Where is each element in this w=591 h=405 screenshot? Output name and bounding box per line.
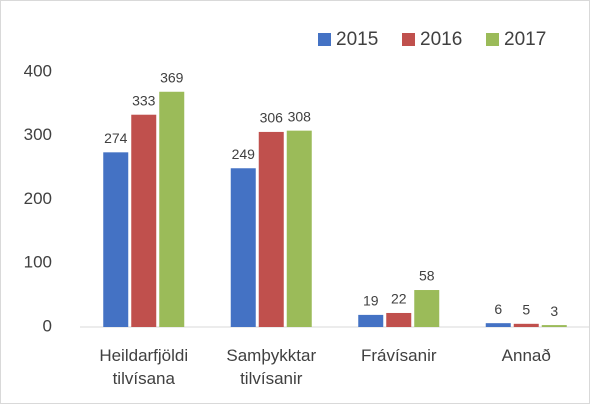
value-label: 306: [260, 110, 284, 126]
bar: [513, 323, 539, 327]
x-tick-label-line: Annað: [502, 346, 551, 365]
bar: [286, 130, 312, 327]
value-label: 369: [160, 69, 184, 85]
bar: [103, 152, 129, 327]
legend-label: 2016: [420, 29, 462, 50]
x-tick-label-line: tilvísana: [113, 369, 176, 388]
x-tick-label-line: Heildarfjöldi: [99, 346, 188, 365]
bar: [414, 290, 440, 327]
x-tick-label: Heildarfjöldi tilvísana: [99, 346, 188, 388]
legend-swatch: [486, 33, 499, 46]
y-tick-label: 100: [24, 253, 52, 272]
legend-label: 2015: [336, 29, 378, 50]
bar: [386, 312, 412, 327]
value-label: 58: [419, 268, 435, 284]
x-tick-label: Samþykktar tilvísanir: [226, 346, 316, 388]
x-tick-label-line: Samþykktar: [226, 346, 316, 365]
value-label: 22: [391, 291, 407, 307]
x-tick-label: Frávísanir: [361, 346, 437, 365]
value-label: 308: [288, 108, 312, 124]
legend-label: 2017: [504, 29, 546, 50]
value-label: 5: [522, 302, 530, 318]
value-label: 3: [550, 303, 558, 319]
y-tick-label: 0: [43, 316, 52, 335]
bar: [258, 131, 284, 327]
bar: [230, 168, 256, 327]
bar: [358, 314, 384, 327]
value-label: 6: [494, 301, 502, 317]
value-label: 19: [363, 293, 379, 309]
y-tick-label: 400: [24, 61, 52, 80]
bar: [131, 114, 157, 328]
value-label: 333: [132, 92, 156, 108]
bar: [541, 325, 567, 327]
x-tick-label: Annað: [502, 346, 551, 365]
value-label: 274: [104, 130, 128, 146]
x-tick-label-line: tilvísanir: [240, 369, 303, 388]
y-tick-label: 300: [24, 125, 52, 144]
bar: [485, 323, 511, 327]
legend-swatch: [318, 33, 331, 46]
y-tick-label: 200: [24, 189, 52, 208]
value-label: 249: [232, 146, 256, 162]
bar: [159, 91, 185, 327]
legend-swatch: [402, 33, 415, 46]
x-tick-label-line: Frávísanir: [361, 346, 437, 365]
